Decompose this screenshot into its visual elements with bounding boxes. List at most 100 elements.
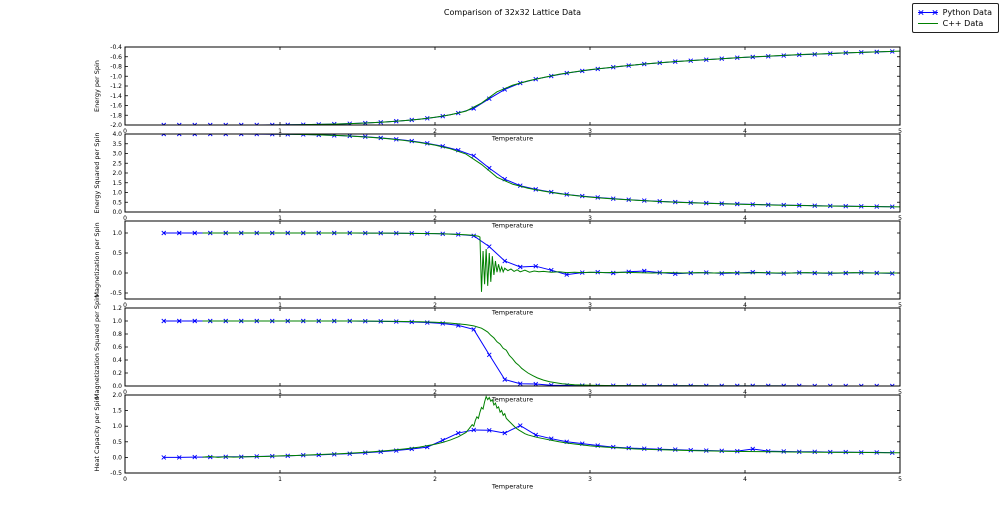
y-axis-label: Energy Squared per Spin xyxy=(93,133,101,214)
y-tick-label: -2.0 xyxy=(110,122,122,129)
subplot-magnetization: 0 1 2 3 4 5 -0.5 0.0 0.5 1.0 Magnetization per Spi… xyxy=(93,220,902,317)
y-tick-label: 1.5 xyxy=(112,408,122,415)
python-series-x-markers xyxy=(161,49,895,125)
y-tick-label: 1.0 xyxy=(112,190,122,197)
python-line-x-marker-icon xyxy=(917,9,938,16)
legend-label-python: Python Data xyxy=(942,8,992,17)
x-tick-label: 5 xyxy=(898,302,902,309)
y-tick-label: 0.0 xyxy=(112,454,122,461)
x-tick-label: 0 xyxy=(123,128,127,135)
y-tick-label: -1.2 xyxy=(110,83,122,90)
axes-frame xyxy=(124,394,901,474)
y-tick-label: 3.0 xyxy=(112,151,122,158)
y-tick-label: 0.0 xyxy=(112,209,122,216)
legend-item-python: Python Data xyxy=(917,7,992,18)
x-tick-label: 5 xyxy=(898,128,902,135)
x-tick-label: 2 xyxy=(433,389,437,396)
python-series-x-markers xyxy=(161,318,895,386)
y-axis-label: Magnetization per Spin xyxy=(93,222,101,297)
axes-frame xyxy=(124,307,901,387)
y-tick-label: -1.6 xyxy=(110,103,122,110)
y-tick-label: -0.8 xyxy=(110,64,122,71)
axes-frame xyxy=(124,133,901,213)
figure-title: Comparison of 32x32 Lattice Data xyxy=(443,8,582,17)
y-tick-label: 0.4 xyxy=(112,357,122,364)
y-tick-label: 4.0 xyxy=(112,131,122,138)
python-series-line xyxy=(163,50,893,125)
y-tick-label: 0.0 xyxy=(112,270,122,277)
x-tick-label: 3 xyxy=(588,215,592,222)
x-tick-label: 2 xyxy=(433,128,437,135)
y-tick-label: 1.2 xyxy=(112,305,122,312)
y-tick-label: -0.4 xyxy=(110,44,122,51)
y-axis-label: Heat Capacity per Spin xyxy=(93,397,101,472)
y-tick-label: 1.5 xyxy=(112,180,122,187)
y-tick-label: 2.5 xyxy=(112,160,122,167)
y-tick-label: 0.5 xyxy=(112,250,122,257)
x-tick-label: 1 xyxy=(278,389,282,396)
cpp-series-line xyxy=(202,320,900,386)
python-series-line xyxy=(163,232,893,276)
x-tick-label: 5 xyxy=(898,215,902,222)
x-axis-label: Temperature xyxy=(491,309,533,317)
x-tick-label: 5 xyxy=(898,476,902,483)
python-series-line xyxy=(163,134,893,208)
legend: Python Data C++ Data xyxy=(911,3,999,33)
x-axis-label: Temperature xyxy=(491,396,533,404)
x-tick-label: 4 xyxy=(743,476,747,483)
y-tick-label: 1.0 xyxy=(112,318,122,325)
subplot-heat-capacity: 0 1 2 3 4 5 -0.5 0.0 0.5 1.0 1.5 2.0 Heat Capacity p… xyxy=(93,392,902,491)
x-axis-label: Temperature xyxy=(491,222,533,230)
x-axis-label: Temperature xyxy=(491,135,533,143)
axes-frame xyxy=(124,220,901,300)
x-tick-label: 2 xyxy=(433,215,437,222)
x-tick-label: 1 xyxy=(278,302,282,309)
y-tick-label: -1.4 xyxy=(110,93,122,100)
y-tick-label: -1.8 xyxy=(110,112,122,119)
x-tick-label: 3 xyxy=(588,302,592,309)
y-tick-label: 1.0 xyxy=(112,230,122,237)
legend-label-cpp: C++ Data xyxy=(942,19,984,28)
python-series-line xyxy=(163,320,893,386)
y-tick-label: 0.6 xyxy=(112,344,122,351)
y-tick-label: 2.0 xyxy=(112,170,122,177)
x-tick-label: 0 xyxy=(123,302,127,309)
y-axis-label: Energy per Spin xyxy=(93,60,101,112)
y-tick-label: 0.5 xyxy=(112,199,122,206)
x-tick-label: 1 xyxy=(278,215,282,222)
x-tick-label: 4 xyxy=(743,302,747,309)
cpp-line-icon xyxy=(917,23,938,24)
x-tick-label: 0 xyxy=(123,476,127,483)
x-tick-label: 4 xyxy=(743,215,747,222)
y-tick-label: 0.2 xyxy=(112,370,122,377)
y-tick-label: -0.6 xyxy=(110,54,122,61)
y-tick-label: 0.8 xyxy=(112,331,122,338)
y-tick-label: -1.0 xyxy=(110,73,122,80)
python-series-x-markers xyxy=(161,230,895,277)
x-tick-label: 3 xyxy=(588,476,592,483)
subplot-magnetization-squared: 0 1 2 3 4 5 0.0 0.2 0.4 0.6 0.8 1.0 1.2 Magnetization… xyxy=(93,295,902,404)
subplot-energy: 0 1 2 3 4 5 -2.0 -1.8 -1.6 -1.4 -1.2 -1.0 -0.8 -0.6 -0… xyxy=(93,44,902,143)
y-tick-label: 3.5 xyxy=(112,141,122,148)
x-tick-label: 0 xyxy=(123,389,127,396)
x-axis-label: Temperature xyxy=(491,483,533,491)
y-tick-label: 0.0 xyxy=(112,383,122,390)
x-tick-label: 2 xyxy=(433,302,437,309)
cpp-series-line xyxy=(202,50,900,125)
y-tick-label: 2.0 xyxy=(112,392,122,399)
cpp-series-line xyxy=(202,232,900,292)
legend-item-cpp: C++ Data xyxy=(917,18,992,29)
y-tick-label: 1.0 xyxy=(112,423,122,430)
y-axis-label: Magnetization Squared per Spin xyxy=(93,295,101,399)
y-tick-label: 0.5 xyxy=(112,439,122,446)
python-series-x-markers xyxy=(161,134,895,210)
x-tick-label: 5 xyxy=(898,389,902,396)
subplot-energy-squared: 0 1 2 3 4 5 0.0 0.5 1.0 1.5 2.0 2.5 3.0 3.5 4.0 Energy … xyxy=(93,131,902,230)
x-tick-label: 2 xyxy=(433,476,437,483)
y-tick-label: -0.5 xyxy=(110,290,122,297)
cpp-series-line xyxy=(202,134,900,208)
x-tick-label: 3 xyxy=(588,389,592,396)
x-tick-label: 4 xyxy=(743,389,747,396)
x-tick-label: 4 xyxy=(743,128,747,135)
cpp-series-line xyxy=(202,395,900,458)
